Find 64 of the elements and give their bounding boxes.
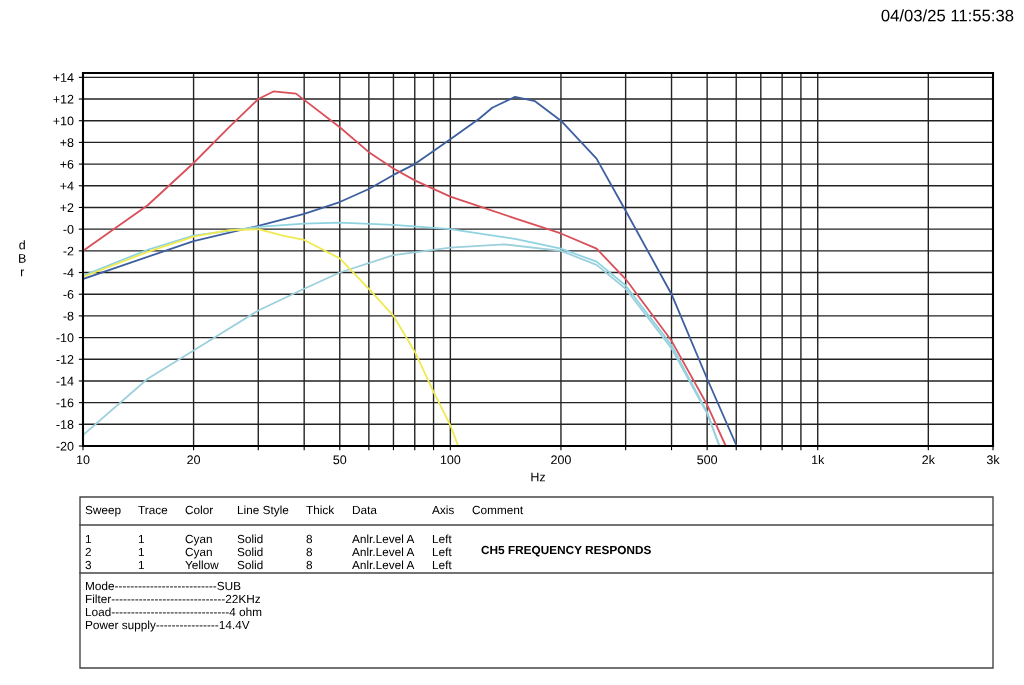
y-axis-title: d B r [19, 240, 26, 277]
x-tick-label: 10 [77, 455, 90, 465]
y-tick-label: -18 [56, 420, 74, 429]
y-tick-label: +6 [60, 159, 74, 169]
text: Color [185, 505, 214, 515]
text: Left [432, 534, 452, 544]
text: Cyan [185, 534, 212, 546]
text: Sweep [85, 505, 121, 517]
y-tick-label: +14 [53, 73, 74, 82]
text: 8 [306, 560, 313, 570]
text: Solid [237, 560, 263, 570]
text: Filter-----------------------------22KHz [85, 594, 261, 604]
text: Cyan [185, 547, 212, 559]
text: Mode--------------------------SUB [85, 581, 241, 591]
text: 8 [306, 534, 313, 544]
x-tick-label: 200 [551, 455, 571, 465]
y-tick-label: -6 [63, 290, 74, 299]
x-tick-label: 500 [697, 455, 718, 465]
y-tick-label: -2 [63, 246, 74, 256]
text: Data [352, 505, 377, 515]
text: Trace [138, 505, 168, 515]
text: 1 [85, 534, 91, 544]
x-tick-label: 1k [812, 455, 825, 465]
text: Comment [472, 505, 524, 515]
text: Anlr.Level A [352, 560, 415, 570]
x-tick-label: 2k [922, 455, 935, 465]
y-tick-label: -12 [56, 355, 74, 364]
y-tick-label: -8 [63, 311, 74, 321]
text: Yellow [185, 560, 219, 570]
text: 1 [138, 547, 144, 557]
text: Anlr.Level A [352, 547, 415, 557]
y-tick-label: -0 [63, 224, 74, 234]
x-tick-label: 50 [333, 455, 347, 465]
text: Solid [237, 547, 263, 557]
text: Line Style [237, 505, 289, 517]
text: Anlr.Level A [352, 534, 415, 544]
text: 04/03/25 11:55:38 [881, 9, 1014, 22]
y-tick-label: +8 [60, 138, 74, 148]
y-tick-label: +4 [60, 181, 74, 191]
y-tick-label: +12 [53, 94, 74, 104]
text: CH5 FREQUENCY RESPONDS [481, 545, 651, 557]
text: Left [432, 560, 452, 570]
text: 2 [85, 547, 91, 557]
y-tick-label: -20 [56, 441, 74, 451]
text: Power supply----------------14.4V [85, 620, 250, 632]
text: 3 [85, 560, 92, 570]
y-tick-label: -14 [56, 376, 74, 386]
text: Left [432, 547, 452, 557]
x-tick-label: 20 [187, 455, 201, 465]
text: 8 [306, 547, 313, 557]
y-tick-label: +10 [53, 116, 74, 126]
text: Solid [237, 534, 263, 544]
text: Load------------------------------4 ohm [85, 607, 262, 617]
text: Thick [306, 505, 335, 515]
y-tick-label: -10 [56, 333, 74, 343]
x-axis-title: Hz [531, 472, 546, 482]
y-tick-label: +2 [60, 203, 74, 212]
y-tick-label: -16 [56, 398, 74, 408]
x-tick-label: 100 [440, 455, 461, 465]
text: 1 [138, 534, 144, 544]
text: Axis [432, 505, 454, 515]
y-tick-label: -4 [63, 268, 74, 278]
text: 1 [138, 560, 144, 570]
x-tick-label: 3k [986, 455, 1000, 465]
